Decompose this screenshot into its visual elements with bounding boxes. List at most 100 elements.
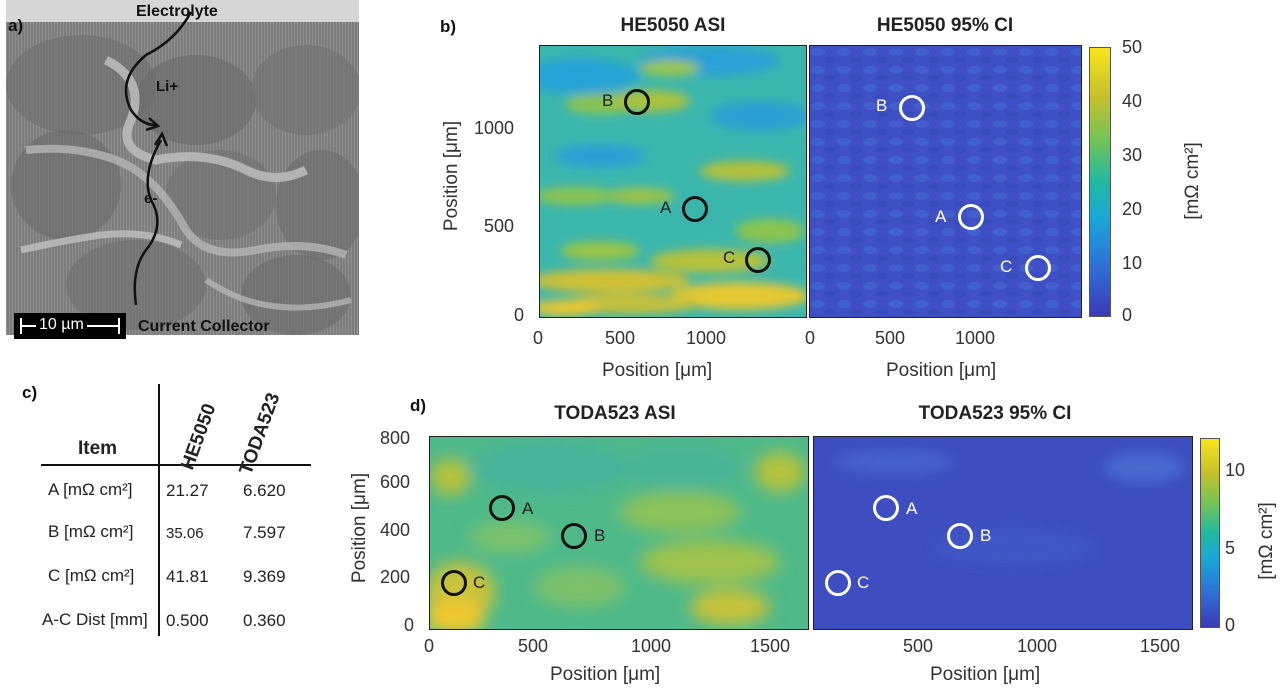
y-tick-he5050-500: 500	[484, 216, 515, 236]
marker-label-a-he5050-asi: A	[660, 198, 672, 217]
marker-b-he5050-ci	[899, 95, 925, 121]
scale-bar: 10 µm	[14, 313, 126, 339]
table-header-he5050: HE5050	[177, 400, 221, 473]
title-toda523-asi: TODA523 ASI	[554, 403, 676, 424]
table-cell-item: A-C Dist [mm]	[42, 610, 148, 629]
heatmap-toda523-asi: A B C	[429, 436, 809, 630]
sem-micrograph: Electrolyte Li+ e- 10 µm Current Collect…	[6, 0, 359, 350]
y-axis-label-toda523: Position [μm]	[349, 472, 370, 584]
marker-a-he5050-ci	[958, 204, 984, 230]
label-electrolyte: Electrolyte	[136, 3, 218, 20]
y-tick-he5050-1000: 1000	[474, 118, 515, 138]
marker-b-he5050-asi	[624, 89, 650, 115]
table-cell-item: A [mΩ cm²]	[48, 480, 133, 499]
table-cell-he5050: 35.06	[166, 525, 204, 542]
x-axis-label-toda523-asi: Position [μm]	[550, 664, 661, 685]
scale-bar-label: 10 µm	[36, 316, 87, 334]
x-tick-he5050-ci-0: 0	[805, 328, 816, 348]
table-cell-item: B [mΩ cm²]	[48, 522, 134, 541]
cbar-tick-he5050-0: 0	[1122, 305, 1133, 325]
x-tick-toda523-ci-1500: 1500	[1140, 636, 1181, 656]
y-tick-toda523-200: 200	[380, 567, 411, 587]
table-row: A-C Dist [mm] 0.500 0.360	[38, 610, 328, 634]
x-tick-he5050-asi-500: 500	[605, 328, 636, 348]
y-axis-label-he5050: Position [μm]	[441, 120, 462, 232]
heatmap-he5050-asi: B A C	[539, 45, 807, 318]
x-axis-label-he5050-asi: Position [μm]	[602, 360, 713, 381]
x-axis-label-he5050-ci: Position [μm]	[886, 360, 997, 381]
table-header-toda523: TODA523	[235, 390, 285, 478]
electron-path	[133, 139, 163, 306]
x-tick-he5050-asi-1000: 1000	[686, 328, 727, 348]
marker-label-b-he5050-asi: B	[602, 91, 614, 110]
x-tick-he5050-ci-500: 500	[875, 328, 906, 348]
marker-label-c-toda523-ci: C	[857, 573, 870, 592]
label-electron: e-	[144, 190, 158, 207]
marker-label-c-he5050-asi: C	[723, 248, 736, 267]
x-tick-toda523-ci-500: 500	[903, 636, 934, 656]
electron-arrowhead	[153, 131, 169, 147]
table-cell-he5050: 41.81	[166, 567, 209, 586]
table-cell-he5050: 0.500	[166, 611, 209, 630]
panel-letter-b: b)	[440, 17, 457, 36]
marker-a-toda523-asi	[489, 495, 515, 521]
marker-label-b-toda523-asi: B	[594, 526, 606, 545]
marker-c-he5050-ci	[1025, 255, 1051, 281]
marker-label-a-toda523-asi: A	[522, 499, 534, 518]
table-cell-toda523: 6.620	[243, 481, 286, 500]
table-header-item: Item	[78, 438, 118, 459]
marker-a-toda523-ci	[873, 495, 899, 521]
table-row: B [mΩ cm²] 35.06 7.597	[38, 522, 328, 546]
heatmap-he5050-ci: B A C	[809, 45, 1082, 318]
cbar-tick-he5050-10: 10	[1122, 253, 1143, 273]
marker-label-b-toda523-ci: B	[980, 526, 992, 545]
marker-c-toda523-asi	[441, 570, 467, 596]
title-toda523-ci: TODA523 95% CI	[918, 403, 1072, 424]
y-tick-toda523-400: 400	[380, 520, 411, 540]
marker-b-toda523-asi	[561, 523, 587, 549]
marker-label-c-he5050-ci: C	[1000, 257, 1013, 276]
table-cell-item: C [mΩ cm²]	[48, 566, 135, 585]
x-tick-he5050-asi-0: 0	[533, 328, 544, 348]
summary-table: Item HE5050 TODA523 A [mΩ cm²] 21.27 6.6…	[38, 378, 328, 638]
x-tick-toda523-asi-500: 500	[518, 636, 549, 656]
table-row: A [mΩ cm²] 21.27 6.620	[38, 480, 328, 504]
table-cell-toda523: 0.360	[243, 611, 286, 630]
x-axis-label-toda523-ci: Position [μm]	[930, 664, 1041, 685]
marker-c-toda523-ci	[825, 570, 851, 596]
title-he5050-ci: HE5050 95% CI	[876, 15, 1014, 36]
label-current-collector: Current Collector	[138, 318, 270, 335]
panel-letter-d: d)	[410, 396, 427, 415]
table-vertical-rule	[158, 384, 160, 636]
cbar-tick-toda523-5: 5	[1225, 538, 1236, 558]
colorbar-toda523	[1200, 438, 1220, 628]
cbar-tick-he5050-40: 40	[1122, 91, 1143, 111]
marker-b-toda523-ci	[947, 523, 973, 549]
cbar-tick-he5050-50: 50	[1122, 37, 1143, 57]
x-tick-toda523-ci-1000: 1000	[1017, 636, 1058, 656]
table-cell-toda523: 9.369	[243, 567, 286, 586]
panel-letter-a: a)	[8, 16, 24, 35]
heatmap-toda523-asi-field	[430, 437, 808, 629]
li-ion-path	[124, 11, 193, 127]
cbar-label-he5050: [mΩ cm²]	[1182, 142, 1203, 220]
cbar-tick-he5050-30: 30	[1122, 145, 1143, 165]
marker-label-a-toda523-ci: A	[906, 499, 918, 518]
marker-label-b-he5050-ci: B	[876, 96, 888, 115]
y-tick-toda523-800: 800	[380, 428, 411, 448]
cbar-tick-toda523-0: 0	[1225, 615, 1236, 635]
marker-a-he5050-asi	[682, 196, 708, 222]
x-tick-toda523-asi-1500: 1500	[750, 636, 791, 656]
cbar-tick-toda523-10: 10	[1225, 460, 1246, 480]
cbar-tick-he5050-20: 20	[1122, 199, 1143, 219]
x-tick-toda523-asi-1000: 1000	[631, 636, 672, 656]
panel-letter-c: c)	[22, 383, 38, 402]
marker-label-c-toda523-asi: C	[473, 573, 486, 592]
scale-bar-right-tick	[118, 318, 120, 334]
sem-image	[6, 0, 359, 350]
cbar-label-toda523: [mΩ cm²]	[1256, 502, 1277, 580]
scale-bar-left-tick	[20, 318, 22, 334]
title-he5050-asi: HE5050 ASI	[620, 15, 726, 36]
table-cell-toda523: 7.597	[243, 523, 286, 542]
table-cell-he5050: 21.27	[166, 481, 209, 500]
